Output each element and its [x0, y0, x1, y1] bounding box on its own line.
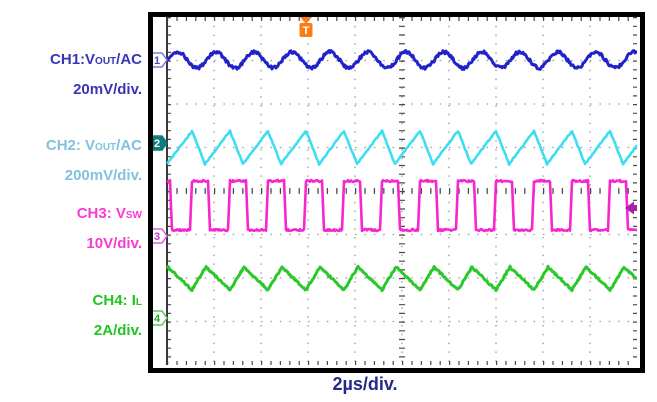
ch4-scale-label: 2A/div. [93, 322, 142, 339]
svg-text:3: 3 [154, 231, 160, 243]
svg-text:4: 4 [154, 313, 161, 325]
ch2-signal-label: CH2: VOUT/AC [45, 137, 142, 154]
svg-text:1: 1 [154, 55, 160, 67]
channel-label-panel: CH1:VOUT/AC 20mV/div. CH2: VOUT/AC 200mV… [0, 0, 143, 402]
ch3-signal-label: CH3: VSW [76, 205, 142, 222]
oscilloscope-screen: T 1 2 3 4 [148, 12, 645, 373]
ch1-scale-label: 20mV/div. [73, 81, 142, 98]
ch4-label: CH4: IL 2A/div. [0, 287, 142, 345]
ch1-label: CH1:VOUT/AC 20mV/div. [0, 46, 142, 104]
ch3-scale-label: 10V/div. [86, 235, 142, 252]
scope-graticule-and-traces: T 1 2 3 4 [153, 17, 637, 365]
timebase-label: 2µs/div. [332, 374, 398, 394]
svg-text:T: T [303, 25, 310, 37]
ch2-scale-label: 200mV/div. [64, 167, 142, 184]
ch2-label: CH2: VOUT/AC 200mV/div. [0, 132, 142, 190]
ch3-label: CH3: VSW 10V/div. [0, 200, 142, 258]
ch4-signal-label: CH4: IL [92, 292, 142, 309]
ch1-signal-label: CH1:VOUT/AC [50, 51, 142, 68]
svg-text:2: 2 [154, 138, 160, 150]
